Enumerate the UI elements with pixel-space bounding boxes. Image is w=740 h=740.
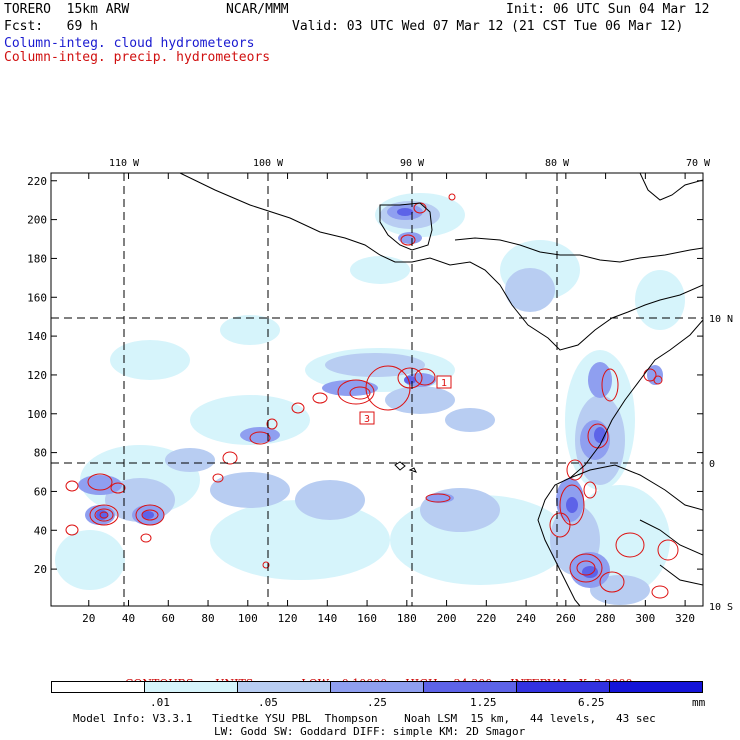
- x-tick-label: 260: [556, 612, 576, 625]
- lon-label: 80 W: [545, 158, 570, 169]
- organization: NCAR/MMM: [226, 2, 289, 17]
- legend-threshold-4: 1.25: [470, 696, 497, 709]
- y-tick-label: 140: [27, 330, 47, 343]
- legend-color-bin: [424, 682, 517, 692]
- y-tick-label: 160: [27, 291, 47, 304]
- model-name: TORERO 15km ARW: [4, 2, 130, 17]
- longitude-labels: 110 W 100 W 90 W 80 W 70 W: [109, 158, 711, 169]
- legend-unit: mm: [692, 696, 706, 709]
- lon-label: 90 W: [400, 158, 425, 169]
- lat-label: 10 N: [709, 314, 733, 325]
- x-tick-label: 40: [122, 612, 135, 625]
- y-tick-label: 180: [27, 252, 47, 265]
- forecast-hour: Fcst: 69 h: [4, 19, 98, 34]
- x-tick-label: 280: [596, 612, 616, 625]
- y-tick-label: 80: [34, 447, 47, 460]
- x-tick-label: 220: [476, 612, 496, 625]
- valid-time: Valid: 03 UTC Wed 07 Mar 12 (21 CST Tue …: [292, 19, 684, 34]
- model-info-line2: LW: Godd SW: Goddard DIFF: simple KM: 2D…: [214, 725, 526, 738]
- x-tick-label: 140: [317, 612, 337, 625]
- legend-color-bin: [517, 682, 610, 692]
- y-tick-label: 120: [27, 369, 47, 382]
- legend-threshold-3: .25: [367, 696, 387, 709]
- plot-frame: [50, 172, 704, 607]
- x-tick-label: 60: [162, 612, 175, 625]
- lat-lon-grid: [51, 173, 703, 606]
- legend-threshold-2: .05: [258, 696, 278, 709]
- legend-color-bin: [610, 682, 702, 692]
- model-info-line1: Model Info: V3.3.1 Tiedtke YSU PBL Thomp…: [73, 712, 656, 725]
- field-precip-label: Column-integ. precip. hydrometeors: [4, 50, 271, 65]
- lat-label: 10 S: [709, 602, 733, 613]
- y-tick-label: 60: [34, 485, 47, 498]
- precip-contours: [65, 193, 679, 599]
- y-tick-label: 200: [27, 214, 47, 227]
- coastline: [179, 173, 703, 606]
- x-tick-label: 120: [278, 612, 298, 625]
- map-label-boxes: [359, 375, 452, 425]
- x-tick-label: 80: [201, 612, 214, 625]
- map-label-1: 1: [441, 378, 447, 389]
- legend-color-bin: [331, 682, 424, 692]
- x-tick-label: 20: [82, 612, 95, 625]
- lon-label: 70 W: [686, 158, 711, 169]
- init-time: Init: 06 UTC Sun 04 Mar 12: [506, 2, 710, 17]
- map-label-3: 3: [364, 414, 370, 425]
- x-tick-label: 100: [238, 612, 258, 625]
- legend-color-bin: [238, 682, 331, 692]
- legend-threshold-1: .01: [150, 696, 170, 709]
- x-tick-label: 300: [635, 612, 655, 625]
- y-tick-label: 20: [34, 563, 47, 576]
- field-cloud-label: Column-integ. cloud hydrometeors: [4, 36, 255, 51]
- x-axis-ticks: 20 40 60 80 100 120 140 160 180 200 220 240 260 280 30…: [82, 173, 695, 625]
- x-tick-label: 320: [675, 612, 695, 625]
- lon-label: 110 W: [109, 158, 140, 169]
- color-legend-bar: [51, 681, 703, 693]
- legend-threshold-5: 6.25: [578, 696, 605, 709]
- legend-color-bin: [52, 682, 145, 692]
- y-tick-label: 100: [27, 408, 47, 421]
- x-tick-label: 160: [357, 612, 377, 625]
- x-tick-label: 180: [397, 612, 417, 625]
- lon-label: 100 W: [253, 158, 284, 169]
- legend-color-bin: [145, 682, 238, 692]
- latitude-labels: 10 N 0 10 S: [709, 314, 733, 613]
- y-axis-ticks: 20 40 60 80 100 120 140 160 180 200 220: [27, 175, 703, 576]
- lat-label: 0: [709, 459, 715, 470]
- x-tick-label: 240: [516, 612, 536, 625]
- x-tick-label: 200: [437, 612, 457, 625]
- y-tick-label: 220: [27, 175, 47, 188]
- y-tick-label: 40: [34, 524, 47, 537]
